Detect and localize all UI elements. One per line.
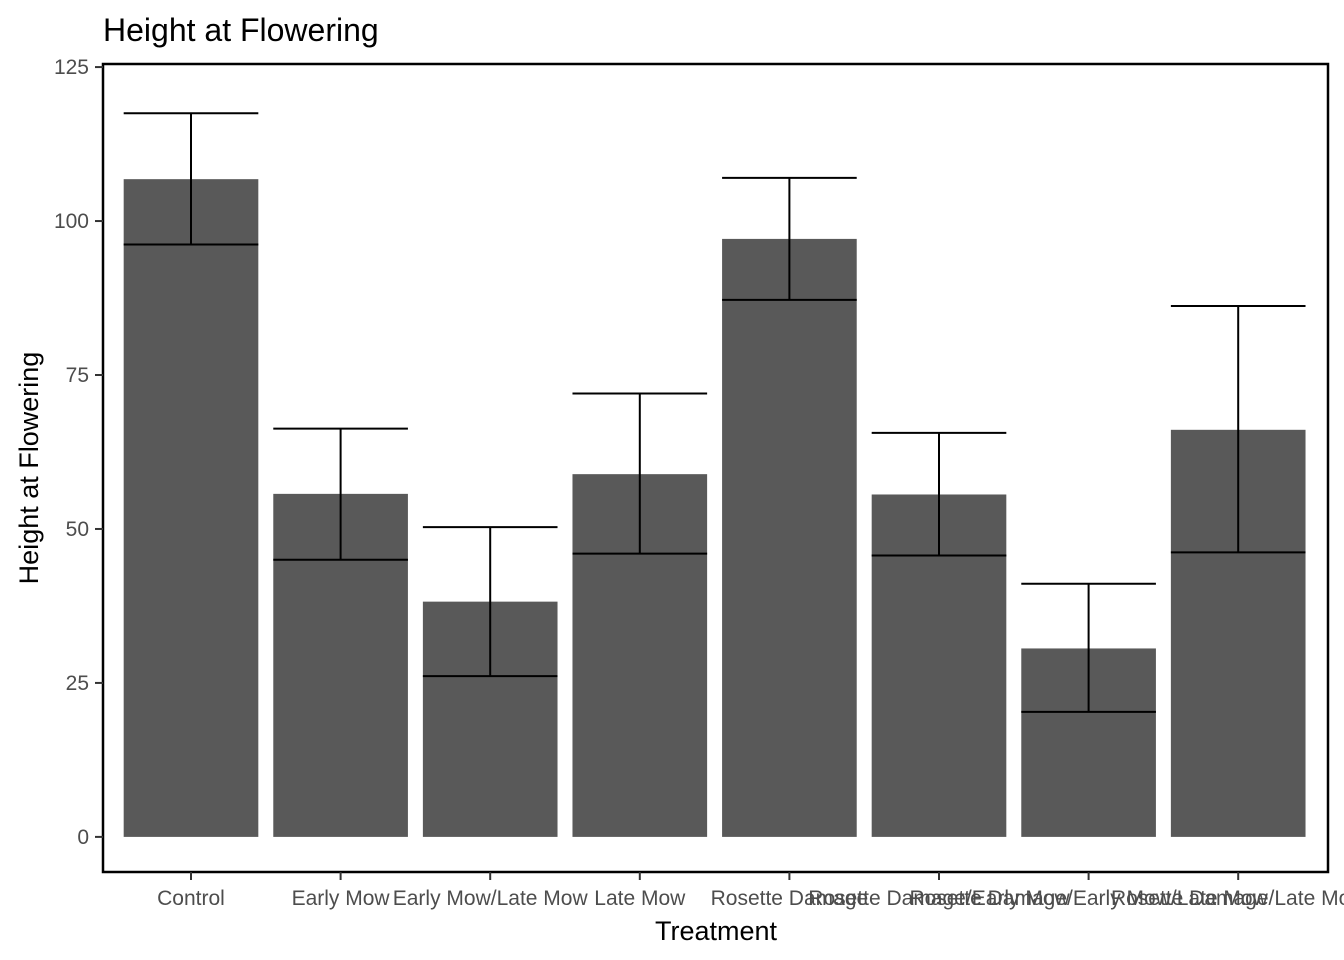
x-axis-title: Treatment [655,916,778,946]
y-tick-label: 75 [66,364,89,387]
y-tick-label: 125 [54,56,89,79]
error-bar [422,526,558,678]
bars-group [123,179,1306,837]
x-tick-label: Early Mow/Late Mow [393,887,589,910]
chart-title: Height at Flowering [103,12,379,48]
y-axis: 0 25 50 75 100 125 [54,56,103,849]
error-bar [123,112,259,246]
y-tick-label: 50 [66,518,89,541]
x-tick-label: Early Mow [292,887,391,910]
x-tick-label: Late Mow [594,887,686,910]
x-tick-label: Control [157,887,225,910]
x-tick-label: Rosette Damage/Early Mow [808,887,1070,910]
error-bar [871,431,1007,557]
x-tick-label: Rosette Damage/Early Mow/Late Mow [909,887,1268,910]
error-bar [572,392,708,555]
x-tick-label: Rosette Damage/Late Mow [1111,887,1344,910]
x-axis: Control Early Mow Early Mow/Late Mow Late M… [157,872,1344,910]
x-tick-label: Rosette Damage [711,887,869,910]
y-tick-label: 25 [66,672,89,695]
y-tick-label: 0 [77,826,89,849]
error-bar [722,176,857,301]
y-axis-title: Height at Flowering [14,352,44,585]
error-bar [1021,582,1156,713]
bar [722,238,857,837]
error-bar [1170,305,1306,554]
bar [123,179,259,837]
y-tick-label: 100 [54,210,89,233]
error-bar [273,427,408,561]
error-bars-group [123,112,1306,713]
